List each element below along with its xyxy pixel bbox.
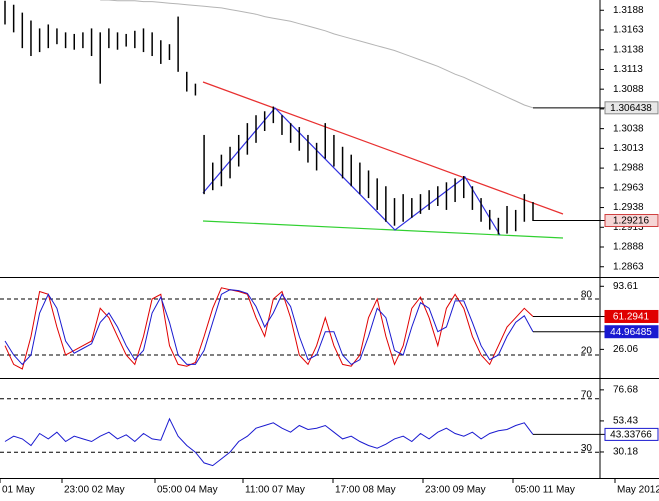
- series-line: [4, 289, 534, 366]
- level-label: 70: [581, 389, 593, 400]
- x-tick-label: 11:00 07 May: [245, 485, 305, 496]
- indicator-value-label: 43.33766: [610, 430, 652, 441]
- indicator-value-label-box: [604, 309, 659, 323]
- y-tick-label: 53.43: [613, 416, 638, 427]
- y-tick-label: 26.06: [613, 344, 638, 355]
- y-tick-label: 1.3188: [613, 5, 644, 16]
- series-line: [4, 417, 534, 467]
- y-tick-label: 1.3038: [613, 123, 644, 134]
- y-tick-label: 93.61: [613, 281, 638, 292]
- ma-value-label: 1.306438: [610, 103, 652, 114]
- series-line: [100, 0, 534, 109]
- indicator-value-label-box: [604, 427, 659, 441]
- y-tick-label: 1.3088: [613, 84, 644, 95]
- level-label: 20: [581, 346, 593, 357]
- y-tick-label: 1.2863: [613, 261, 644, 272]
- series-line: [4, 287, 534, 370]
- x-tick-label: 05:00 04 May: [157, 485, 218, 496]
- y-tick-label: 1.3013: [613, 143, 644, 154]
- x-tick-label: 23:00 09 May: [425, 485, 486, 496]
- indicator-value-label: 44.96485: [610, 327, 652, 338]
- level-label: 30: [581, 443, 593, 454]
- y-tick-label: 1.2938: [613, 202, 644, 213]
- ma-value-label-box: [604, 101, 659, 115]
- y-tick-label: 1.2963: [613, 182, 644, 193]
- x-tick-label: 05:00 11 May: [515, 485, 575, 496]
- y-tick-label: 1.3163: [613, 25, 644, 36]
- indicator-value-label-box: [604, 325, 659, 339]
- y-tick-label: 1.2988: [613, 163, 644, 174]
- last-price-label: 1.29216: [613, 216, 650, 227]
- level-label: 80: [581, 290, 593, 301]
- y-tick-label: 1.3113: [613, 64, 643, 75]
- y-tick-label: 30.18: [613, 447, 638, 458]
- indicator-value-label: 61.2941: [613, 312, 650, 323]
- y-tick-label: 1.2913: [613, 222, 644, 233]
- trend-line: [202, 220, 564, 239]
- x-tick-label: 23:00 02 May: [64, 485, 125, 496]
- y-tick-label: 1.3138: [613, 44, 644, 55]
- x-tick-label: 17:00 08 May: [335, 485, 396, 496]
- trend-line: [202, 81, 564, 215]
- y-tick-label: 76.68: [613, 384, 638, 395]
- last-price-label-box: [604, 213, 659, 227]
- x-tick-label: 01 May: [2, 485, 35, 496]
- zigzag: [202, 107, 501, 236]
- y-tick-label: 1.2888: [613, 242, 644, 253]
- x-tick-label: May 2012: [617, 485, 659, 496]
